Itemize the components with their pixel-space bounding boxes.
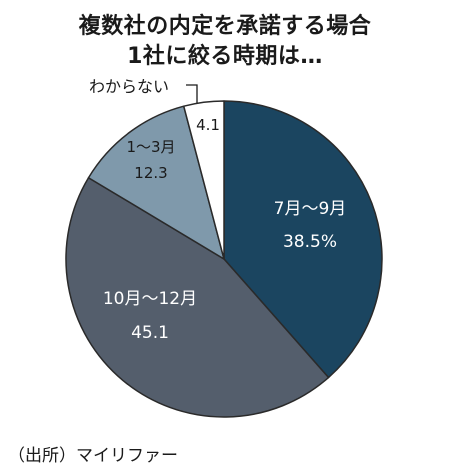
slice-label-2: 10月〜12月 bbox=[103, 289, 197, 309]
pie-slice-3 bbox=[87, 105, 225, 260]
leader-line bbox=[186, 84, 198, 103]
pie-slice-1 bbox=[223, 100, 383, 379]
slice-label-1: 7月〜9月 bbox=[274, 199, 347, 219]
chart-title-line1: 複数社の内定を承諾する場合 bbox=[78, 14, 372, 39]
pie-slice-2 bbox=[65, 176, 330, 418]
source-note: （出所）マイリファー bbox=[8, 446, 178, 466]
slice-value-3: 12.3 bbox=[134, 164, 167, 182]
slice-value-2: 45.1 bbox=[131, 323, 169, 343]
pie-slice-4 bbox=[183, 100, 225, 260]
slice-value-4: 4.1 bbox=[196, 116, 220, 134]
chart-title-line2: 1社に絞る時期は… bbox=[127, 44, 323, 69]
slice-label-4: わからない bbox=[89, 77, 169, 96]
slice-label-3: 1〜3月 bbox=[126, 138, 175, 156]
slice-value-1: 38.5% bbox=[283, 232, 337, 252]
